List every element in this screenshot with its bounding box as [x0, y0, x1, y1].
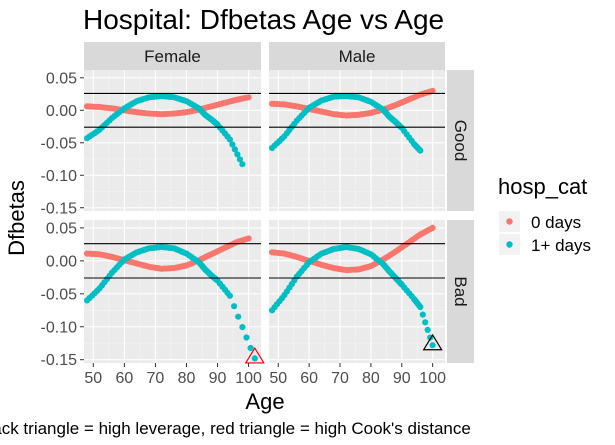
- data-point: [239, 161, 246, 168]
- legend: hosp_cat 0 days 1+ days: [498, 174, 591, 255]
- data-point: [422, 319, 429, 326]
- x-tick-label: 70: [331, 370, 349, 387]
- data-point: [245, 94, 252, 101]
- x-tick-label: 80: [178, 370, 196, 387]
- panel-female-good: [84, 70, 261, 211]
- data-point: [236, 156, 243, 163]
- data-point: [429, 87, 436, 94]
- x-tick-label: 100: [235, 370, 262, 387]
- x-tick-label: 90: [393, 370, 411, 387]
- chart-title: Hospital: Dfbetas Age vs Age: [83, 4, 444, 35]
- y-tick-label: 0.00: [46, 253, 77, 270]
- data-point: [226, 292, 233, 299]
- facet-strip-label: Male: [339, 47, 376, 66]
- data-point: [429, 342, 436, 349]
- facet-strip-bad: [447, 220, 474, 363]
- data-point: [235, 313, 242, 320]
- data-point: [231, 303, 238, 310]
- y-tick-label: -0.10: [41, 168, 78, 185]
- data-point: [424, 326, 431, 333]
- series-0-days: [84, 235, 252, 272]
- facet-strip-female: [84, 42, 261, 70]
- panel-background: [84, 70, 261, 211]
- legend-swatch: [506, 241, 513, 248]
- data-point: [247, 344, 254, 352]
- y-tick-label: -0.10: [41, 319, 78, 336]
- data-point: [419, 311, 426, 318]
- y-tick-label: 0.00: [46, 103, 77, 120]
- x-tick-label: 50: [269, 370, 287, 387]
- panel-male-good: [269, 70, 445, 211]
- x-tick-label: 100: [419, 370, 446, 387]
- facet-strip-good: [447, 70, 474, 211]
- x-tick-label: 70: [147, 370, 165, 387]
- x-tick-label: 60: [115, 370, 133, 387]
- y-tick-label: -0.05: [41, 286, 78, 303]
- data-point: [231, 146, 238, 153]
- panel-background: [269, 70, 445, 211]
- x-tick-label: 80: [362, 370, 380, 387]
- y-tick-label: -0.05: [41, 135, 78, 152]
- x-tick-label: 90: [209, 370, 227, 387]
- facet-strip-label: Good: [451, 120, 470, 162]
- facet-strip-label: Bad: [451, 276, 470, 306]
- legend-label: 1+ days: [531, 236, 591, 255]
- x-tick-label: 50: [84, 370, 102, 387]
- data-point: [429, 224, 436, 231]
- data-point: [417, 147, 424, 154]
- chart-caption: Black triangle = high leverage, red tria…: [0, 419, 471, 438]
- data-point: [229, 141, 236, 148]
- series-1-days: [269, 243, 436, 349]
- data-point: [251, 355, 258, 362]
- y-tick-label: 0.05: [46, 220, 77, 237]
- series-1-days: [269, 92, 424, 154]
- x-axis-title: Age: [245, 389, 284, 414]
- y-tick-label: -0.15: [41, 352, 78, 369]
- series-0-days: [269, 87, 436, 119]
- legend-label: 0 days: [531, 213, 581, 232]
- series-1-days: [84, 92, 246, 168]
- data-point: [243, 334, 250, 341]
- panel-background: [269, 220, 445, 363]
- high-leverage-marker: [422, 333, 443, 351]
- data-point: [239, 324, 246, 331]
- y-axis-title: Dfbetas: [4, 180, 29, 256]
- panels-layer: Female Male Good Bad: [84, 42, 474, 364]
- cooks-distance-marker: [244, 346, 265, 364]
- facet-strip-label: Female: [144, 47, 201, 66]
- legend-title: hosp_cat: [498, 174, 587, 199]
- series-0-days: [84, 94, 252, 118]
- x-tick-label: 60: [300, 370, 318, 387]
- data-point: [226, 136, 233, 143]
- panel-male-bad: [269, 220, 445, 363]
- y-tick-label: -0.15: [41, 200, 78, 217]
- data-point: [417, 303, 424, 311]
- facet-strip-male: [269, 42, 445, 70]
- data-point: [234, 151, 241, 158]
- legend-swatch: [506, 218, 513, 225]
- axes-layer: -0.15 -0.10 -0.05 0.00 0.05 -0.15 -0.10 -0.05 0.…: [41, 70, 447, 387]
- data-point: [245, 235, 252, 242]
- panel-female-bad: [84, 220, 265, 364]
- y-tick-label: 0.05: [46, 70, 77, 87]
